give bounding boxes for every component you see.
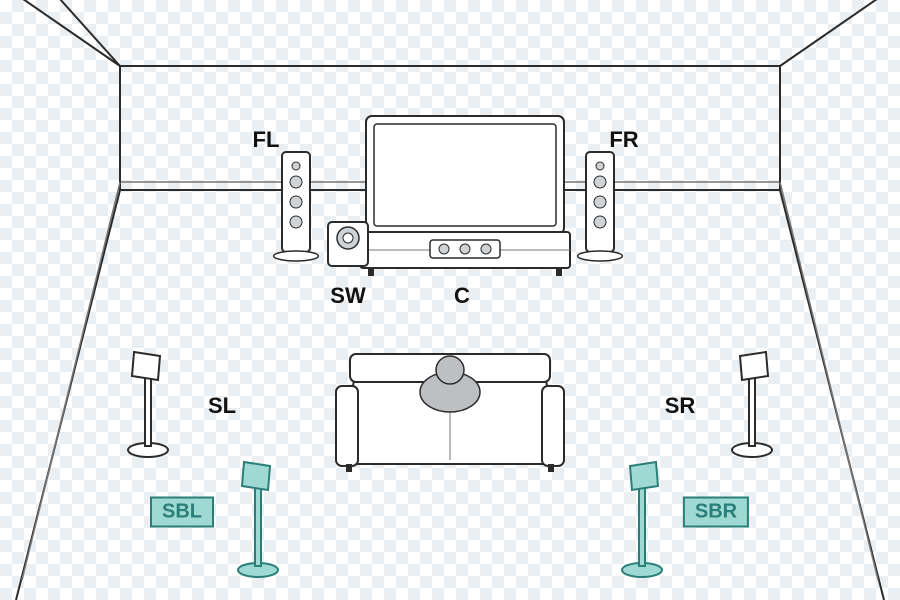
label-c: C [454, 283, 470, 309]
label-sl: SL [208, 393, 236, 419]
label-fl: FL [253, 127, 280, 153]
label-sr: SR [665, 393, 696, 419]
diagram-stage: FL FR SW C SL SR SBL SBR [0, 0, 900, 600]
room-svg [0, 0, 900, 600]
label-fr: FR [609, 127, 638, 153]
badge-sbl: SBL [150, 497, 214, 528]
label-sw: SW [330, 283, 365, 309]
badge-sbr: SBR [683, 497, 749, 528]
